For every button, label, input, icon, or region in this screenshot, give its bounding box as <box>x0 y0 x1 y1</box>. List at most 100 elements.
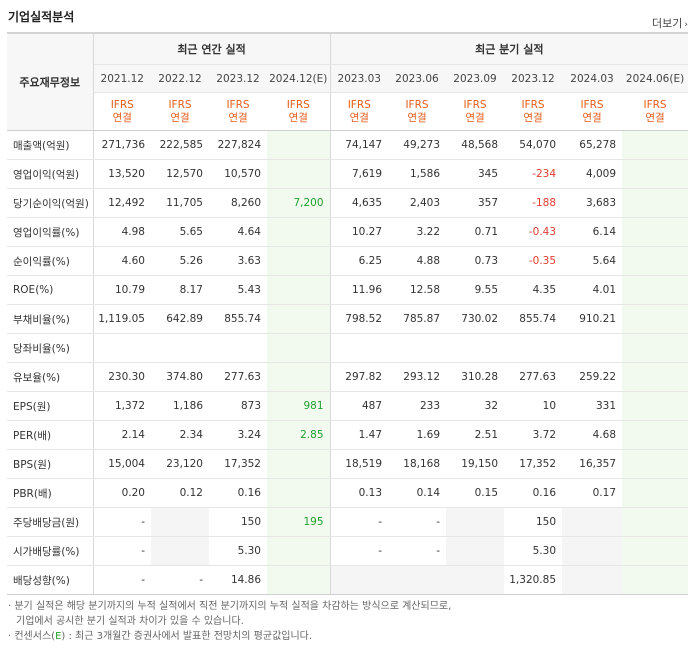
table-cell: 910.21 <box>562 304 623 334</box>
table-cell: 19,150 <box>446 449 505 479</box>
more-link[interactable]: 더보기 › <box>652 15 688 31</box>
table-cell <box>562 565 623 595</box>
table-cell: 1,586 <box>388 159 447 189</box>
table-cell: 17,352 <box>209 449 267 479</box>
table-row: 유보율(%) 230.30 374.80 277.63 297.82 293.12 310.… <box>7 362 689 392</box>
table-cell: 16,357 <box>562 449 623 479</box>
table-row: 부채비율(%) 1,119.05 642.89 855.74 798.52 785.87 7… <box>7 304 689 334</box>
footnote-1-cont: 기업에서 공시한 분기 실적과 차이가 있을 수 있습니다. <box>16 616 244 627</box>
table-cell <box>330 565 389 595</box>
table-cell <box>622 217 689 247</box>
table-cell: 9.55 <box>446 275 505 305</box>
period-header: 2023.09 <box>446 64 505 93</box>
table-row: 영업이익률(%) 4.98 5.65 4.64 10.27 3.22 0.71 -0.43 6.… <box>7 217 689 247</box>
table-cell: -0.43 <box>504 217 563 247</box>
table-cell: 4.68 <box>562 420 623 450</box>
table-cell: 1.69 <box>388 420 447 450</box>
table-cell <box>446 565 505 595</box>
footnote-2-suffix: ) : 최근 3개월간 증권사에서 발표한 전망치의 평균값입니다. <box>61 631 313 642</box>
basis-header: IFRS 연결 <box>622 92 689 131</box>
row-label: BPS(원) <box>7 449 94 479</box>
table-cell: 4.35 <box>504 275 563 305</box>
table-cell: 48,568 <box>446 130 505 160</box>
row-label: 주당배당금(원) <box>7 507 94 537</box>
table-cell: 12,492 <box>93 188 151 218</box>
table-cell: 3.22 <box>388 217 447 247</box>
table-cell: - <box>93 507 151 537</box>
table-cell: -188 <box>504 188 563 218</box>
table-cell: 259.22 <box>562 362 623 392</box>
table-cell: 15,004 <box>93 449 151 479</box>
table-cell: 873 <box>209 391 267 421</box>
table-row: 당좌비율(%) <box>7 333 689 363</box>
basis-header: IFRS 연결 <box>446 92 505 131</box>
table-cell: 227,824 <box>209 130 267 160</box>
table-cell: 49,273 <box>388 130 447 160</box>
table-cell: 4.98 <box>93 217 151 247</box>
table-cell: 4.60 <box>93 246 151 276</box>
period-header: 2023.03 <box>330 64 389 93</box>
table-cell: 18,168 <box>388 449 447 479</box>
label-column-header: 주요재무정보 <box>7 32 94 131</box>
table-cell <box>267 159 331 189</box>
table-cell: 195 <box>267 507 331 537</box>
table-cell: 798.52 <box>330 304 389 334</box>
table-cell: 855.74 <box>504 304 563 334</box>
table-cell: 1,372 <box>93 391 151 421</box>
table-cell: - <box>388 507 447 537</box>
table-cell: 1.47 <box>330 420 389 450</box>
table-cell: 1,320.85 <box>504 565 563 595</box>
basis-top: IFRS <box>110 98 134 111</box>
table-cell: 374.80 <box>151 362 209 392</box>
table-cell <box>267 536 331 566</box>
table-cell <box>151 507 209 537</box>
table-cell: 1,186 <box>151 391 209 421</box>
basis-bottom: 연결 <box>465 111 485 124</box>
basis-top: IFRS <box>463 98 487 111</box>
table-cell <box>446 536 505 566</box>
table-cell: 4,635 <box>330 188 389 218</box>
table-row: 당기순이익(억원) 12,492 11,705 8,260 7,200 4,635 2,40… <box>7 188 689 218</box>
period-header: 2022.12 <box>151 64 209 93</box>
table-cell <box>622 159 689 189</box>
row-label: 영업이익(억원) <box>7 159 94 189</box>
table-row: BPS(원) 15,004 23,120 17,352 18,519 18,168 19,1… <box>7 449 689 479</box>
table-cell: 0.15 <box>446 478 505 508</box>
table-cell: 0.20 <box>93 478 151 508</box>
footnote-2-e: E <box>55 631 62 642</box>
table-cell <box>267 275 331 305</box>
table-cell <box>267 478 331 508</box>
table-cell <box>562 536 623 566</box>
basis-bottom: 연결 <box>582 111 602 124</box>
basis-header: IFRS 연결 <box>388 92 447 131</box>
footnote-2-prefix: 컨센서스( <box>14 631 56 642</box>
table-cell: 2,403 <box>388 188 447 218</box>
table-cell: 8.17 <box>151 275 209 305</box>
table-cell: 5.43 <box>209 275 267 305</box>
table-cell: 7,619 <box>330 159 389 189</box>
table-cell: 271,736 <box>93 130 151 160</box>
table-cell <box>446 333 505 363</box>
table-cell: 0.73 <box>446 246 505 276</box>
basis-header: IFRS 연결 <box>209 92 267 131</box>
table-cell <box>622 362 689 392</box>
table-row: 순이익률(%) 4.60 5.26 3.63 6.25 4.88 0.73 -0.35 5.64 <box>7 246 689 276</box>
basis-header: IFRS 연결 <box>504 92 563 131</box>
table-cell: 4.01 <box>562 275 623 305</box>
row-label: 당기순이익(억원) <box>7 188 94 218</box>
table-cell: 0.71 <box>446 217 505 247</box>
table-cell: - <box>330 536 389 566</box>
row-label: 당좌비율(%) <box>7 333 94 363</box>
table-cell: 487 <box>330 391 389 421</box>
basis-bottom: 연결 <box>349 111 369 124</box>
annual-group-header: 최근 연간 실적 <box>93 32 331 65</box>
basis-bottom: 연결 <box>288 111 308 124</box>
table-cell: 5.65 <box>151 217 209 247</box>
period-header: 2023.12 <box>209 64 267 93</box>
table-cell <box>622 478 689 508</box>
table-row: EPS(원) 1,372 1,186 873 981 487 233 32 10 331 <box>7 391 689 421</box>
table-row: 배당성향(%) - -14.86 1,320.85 <box>7 565 689 595</box>
table-cell <box>267 449 331 479</box>
table-row: 매출액(억원) 271,736 222,585 227,824 74,147 49,273… <box>7 130 689 160</box>
table-cell <box>151 536 209 566</box>
